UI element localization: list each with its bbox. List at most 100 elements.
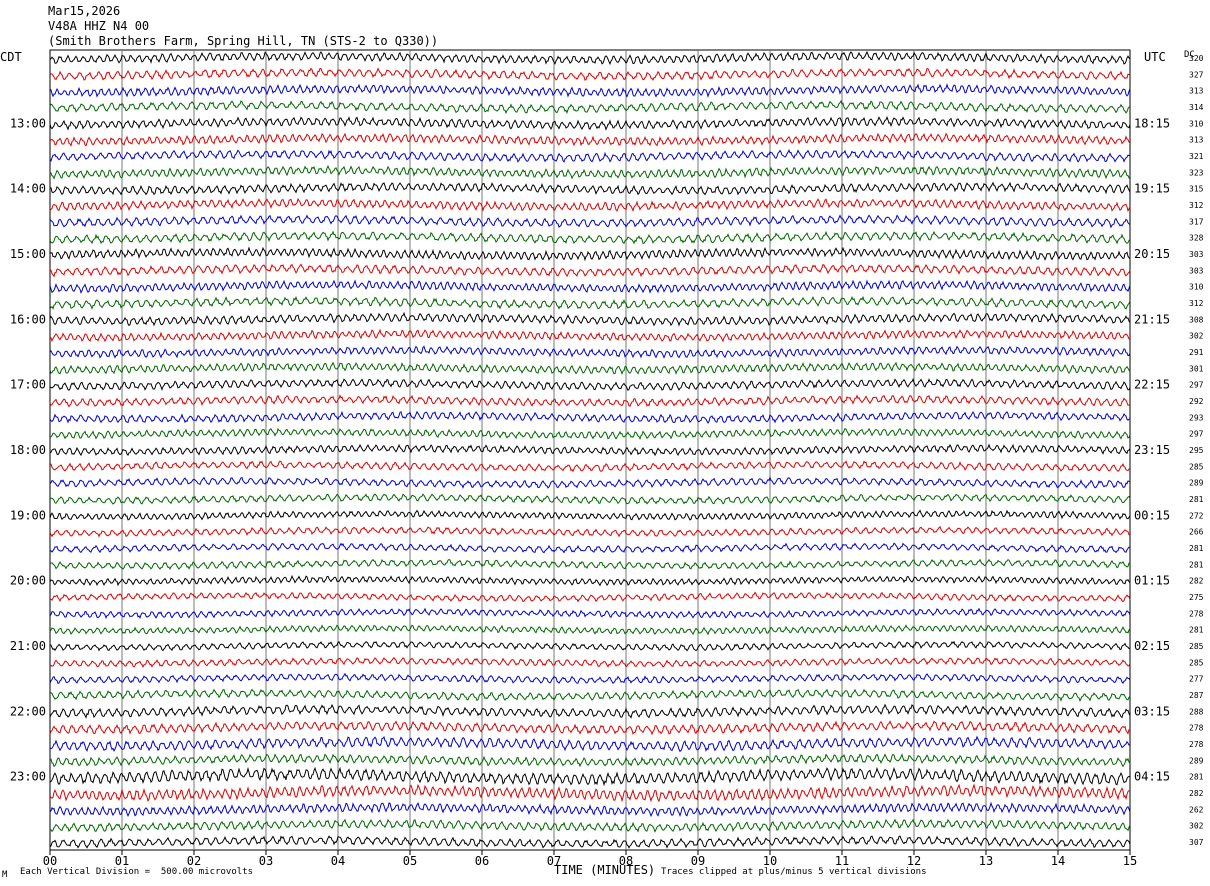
x-tick-label: 06 <box>475 854 489 868</box>
header-date: Mar15,2026 <box>48 4 121 18</box>
dc-offset-label: 278 <box>1189 740 1204 749</box>
seismogram-trace <box>49 99 1131 115</box>
seismogram-trace <box>49 591 1131 603</box>
seismogram-trace <box>49 835 1131 849</box>
seismogram-trace <box>49 295 1131 310</box>
dc-offset-label: 291 <box>1189 348 1204 357</box>
right-hour-label: 00:15 <box>1134 508 1170 522</box>
x-tick-label: 10 <box>763 854 777 868</box>
dc-offset-label: 320 <box>1189 54 1204 63</box>
dc-offset-label: 281 <box>1189 495 1204 504</box>
dc-offset-label: 302 <box>1189 332 1204 341</box>
dc-offset-label: 277 <box>1189 675 1204 684</box>
dc-offset-label: 285 <box>1189 462 1204 471</box>
x-tick-label: 03 <box>259 854 273 868</box>
right-hour-label: 02:15 <box>1134 639 1170 653</box>
seismogram-trace <box>49 766 1131 787</box>
left-hour-label: 18:00 <box>10 443 46 457</box>
seismogram-trace <box>49 818 1131 833</box>
dc-offset-label: 303 <box>1189 250 1204 259</box>
dc-offset-label: 327 <box>1189 70 1204 79</box>
dc-offset-label: 289 <box>1189 756 1204 765</box>
plot-frame <box>49 49 1131 851</box>
dc-offset-label: 310 <box>1189 119 1204 128</box>
seismogram-trace <box>49 148 1131 163</box>
right-hour-label: 22:15 <box>1134 378 1170 392</box>
dc-offset-label: 272 <box>1189 511 1204 520</box>
seismogram-trace <box>49 558 1131 570</box>
left-hour-label: 15:00 <box>10 247 46 261</box>
x-tick-label: 01 <box>115 854 129 868</box>
dc-offset-label: 278 <box>1189 724 1204 733</box>
right-hour-label: 01:15 <box>1134 574 1170 588</box>
seismogram-trace <box>49 753 1131 768</box>
dc-offset-label: 313 <box>1189 136 1204 145</box>
corner-mark: M <box>2 870 8 880</box>
dc-offset-label: 310 <box>1189 283 1204 292</box>
x-tick-label: 02 <box>187 854 201 868</box>
seismogram-trace <box>49 656 1131 668</box>
dc-offset-label: 281 <box>1189 544 1204 553</box>
left-hour-label: 19:00 <box>10 508 46 522</box>
seismogram-trace <box>49 181 1131 196</box>
left-hour-label: 17:00 <box>10 378 46 392</box>
dc-offset-label: 323 <box>1189 168 1204 177</box>
seismogram-trace <box>49 197 1131 213</box>
seismogram-trace <box>49 443 1131 457</box>
dc-offset-label: 313 <box>1189 87 1204 96</box>
seismogram-trace <box>49 345 1131 359</box>
x-tick-label: 04 <box>331 854 345 868</box>
seismogram-trace <box>49 460 1131 473</box>
left-hour-label: 20:00 <box>10 574 46 588</box>
seismogram-trace <box>49 427 1131 440</box>
dc-offset-label: 312 <box>1189 201 1204 210</box>
x-axis-label: TIME (MINUTES) <box>554 863 656 877</box>
x-tick-label: 07 <box>547 854 561 868</box>
seismogram-trace <box>49 82 1131 99</box>
x-tick-label: 15 <box>1123 854 1137 868</box>
dc-label: DC <box>1184 50 1195 60</box>
dc-offset-label: 266 <box>1189 528 1204 537</box>
dc-offset-label: 285 <box>1189 658 1204 667</box>
dc-offset-label: 314 <box>1189 103 1204 112</box>
x-tick-label: 08 <box>619 854 633 868</box>
left-timezone-label: CDT <box>0 50 22 64</box>
left-hour-label: 13:00 <box>10 116 46 130</box>
right-hour-label: 21:15 <box>1134 312 1170 326</box>
dc-offset-label: 293 <box>1189 413 1204 422</box>
seismogram-trace <box>49 607 1131 620</box>
right-hour-label: 23:15 <box>1134 443 1170 457</box>
dc-offset-label: 328 <box>1189 234 1204 243</box>
dc-offset-label: 282 <box>1189 577 1204 586</box>
dc-offset-label: 287 <box>1189 691 1204 700</box>
seismogram-trace <box>49 394 1131 408</box>
right-hour-label: 20:15 <box>1134 247 1170 261</box>
dc-offset-label: 289 <box>1189 479 1204 488</box>
seismogram-trace <box>49 574 1131 587</box>
x-tick-label: 14 <box>1051 854 1065 868</box>
seismogram-trace <box>49 311 1131 327</box>
dc-offset-label: 307 <box>1189 838 1204 847</box>
dc-offset-label: 262 <box>1189 805 1204 814</box>
left-hour-label: 16:00 <box>10 312 46 326</box>
x-tick-label: 12 <box>907 854 921 868</box>
seismogram-trace <box>49 214 1131 229</box>
dc-offset-label: 285 <box>1189 642 1204 651</box>
dc-offset-label: 297 <box>1189 430 1204 439</box>
x-tick-label: 05 <box>403 854 417 868</box>
dc-offset-label: 278 <box>1189 609 1204 618</box>
seismogram-trace <box>49 246 1131 262</box>
seismogram-trace <box>49 50 1131 66</box>
seismogram-trace <box>49 115 1131 131</box>
seismogram-trace <box>49 640 1131 652</box>
x-tick-label: 09 <box>691 854 705 868</box>
seismogram-trace <box>49 67 1131 82</box>
dc-offset-label: 282 <box>1189 789 1204 798</box>
dc-offset-label: 275 <box>1189 593 1204 602</box>
left-hour-label: 14:00 <box>10 182 46 196</box>
seismogram-trace <box>49 509 1131 521</box>
seismogram-trace <box>49 476 1131 489</box>
seismogram-trace <box>49 328 1131 343</box>
dc-offset-label: 302 <box>1189 822 1204 831</box>
header-station: V48A HHZ N4 00 <box>48 19 150 33</box>
